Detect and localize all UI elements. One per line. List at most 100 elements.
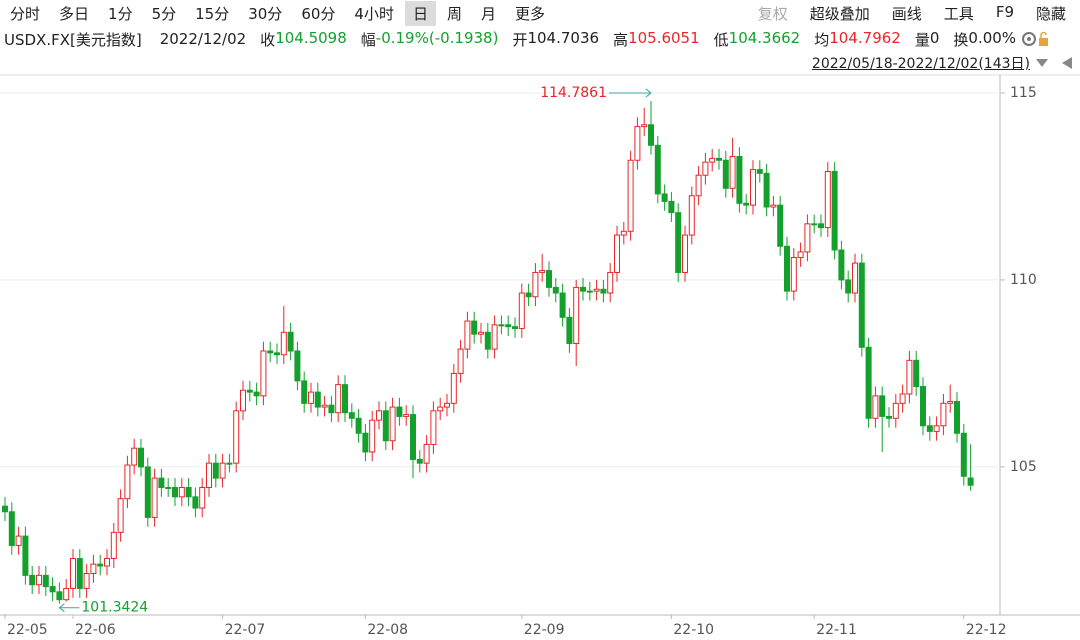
quote-label: 开 bbox=[512, 30, 528, 49]
candle-body bbox=[321, 404, 328, 408]
candle-body bbox=[518, 292, 525, 330]
period-tab[interactable]: 5分 bbox=[151, 5, 177, 23]
candle-body bbox=[641, 124, 648, 128]
candle-body bbox=[389, 406, 396, 442]
period-tab[interactable]: 1分 bbox=[108, 5, 133, 23]
candle-body bbox=[648, 124, 654, 146]
tool-button[interactable]: F9 bbox=[995, 3, 1014, 21]
candle-body bbox=[22, 535, 29, 576]
quote-value: -0.19%(-0.1938) bbox=[375, 28, 499, 47]
period-tab[interactable]: 30分 bbox=[248, 5, 283, 23]
candle-body bbox=[600, 288, 607, 294]
candle-body bbox=[661, 193, 668, 202]
candle-body bbox=[212, 462, 219, 479]
range-bar: 2022/05/18-2022/12/02(143日) bbox=[0, 51, 1080, 75]
candle-body bbox=[369, 419, 376, 453]
quote-label: 量 bbox=[914, 30, 930, 49]
candle-body bbox=[512, 326, 518, 330]
period-tab[interactable]: 4小时 bbox=[354, 5, 394, 23]
candle-body bbox=[947, 400, 954, 404]
x-tick-label: 22-12 bbox=[966, 622, 1007, 638]
candle-body bbox=[144, 466, 151, 518]
x-tick-label: 22-05 bbox=[7, 622, 48, 638]
date-range[interactable]: 2022/05/18-2022/12/02(143日) bbox=[811, 56, 1030, 72]
candle-body bbox=[654, 144, 661, 195]
tool-button[interactable]: 隐藏 bbox=[1035, 5, 1066, 23]
period-tab[interactable]: 15分 bbox=[195, 5, 230, 23]
candle-body bbox=[430, 410, 437, 445]
candle-body bbox=[743, 202, 750, 206]
candle-body bbox=[287, 331, 294, 352]
candle-body bbox=[131, 447, 138, 466]
candle-body bbox=[858, 262, 865, 348]
quote-value: 0.00% bbox=[968, 28, 1017, 47]
x-tick-label: 22-09 bbox=[524, 622, 565, 638]
candle-body bbox=[36, 574, 42, 586]
tool-button[interactable]: 复权 bbox=[757, 5, 788, 23]
candle-body bbox=[158, 477, 165, 488]
symbol: USDX.FX[美元指数] bbox=[4, 30, 142, 49]
period-tab[interactable]: 分时 bbox=[10, 5, 41, 23]
candle-body bbox=[49, 586, 56, 593]
candle-body bbox=[491, 324, 498, 350]
candle-body bbox=[410, 414, 416, 460]
candle-body bbox=[926, 425, 933, 432]
tool-button[interactable]: 工具 bbox=[943, 5, 974, 23]
candle-body bbox=[294, 350, 301, 382]
candle-body bbox=[457, 348, 464, 374]
candle-body bbox=[784, 245, 790, 292]
candle-body bbox=[709, 157, 716, 163]
min-label: 101.3424 bbox=[81, 600, 148, 616]
max-arrow bbox=[645, 88, 652, 98]
period-tab[interactable]: 月 bbox=[480, 5, 496, 23]
candle-body bbox=[382, 410, 389, 442]
candle-body bbox=[308, 391, 314, 404]
candle-body bbox=[362, 432, 369, 453]
candle-body bbox=[756, 169, 763, 174]
candle-body bbox=[396, 406, 403, 417]
x-tick-label: 22-11 bbox=[816, 622, 857, 638]
candle-body bbox=[960, 432, 967, 477]
period-tab[interactable]: 更多 bbox=[515, 5, 546, 23]
period-tab[interactable]: 周 bbox=[446, 5, 462, 23]
tool-buttons: 复权 超级叠加 画线 工具 F9 隐藏 bbox=[736, 3, 1066, 24]
settings-icons[interactable] bbox=[1020, 29, 1050, 49]
candle-body bbox=[240, 389, 246, 412]
quote-value: 104.5098 bbox=[275, 28, 347, 47]
range-arrows[interactable] bbox=[1030, 53, 1080, 73]
candle-body bbox=[920, 386, 926, 427]
candle-body bbox=[342, 384, 348, 414]
candle-body bbox=[695, 174, 702, 197]
candle-body bbox=[335, 384, 342, 414]
candle-body bbox=[811, 223, 818, 226]
quote-fields: 收 104.5098 幅 -0.19%(-0.1938) 开 104.7036 高 105.6… bbox=[246, 29, 1016, 50]
candle-body bbox=[104, 558, 110, 567]
candle-body bbox=[90, 563, 97, 574]
candle-body bbox=[206, 462, 212, 488]
candle-body bbox=[668, 200, 675, 214]
period-tab[interactable]: 60分 bbox=[301, 5, 336, 23]
period-tab[interactable]: 日 bbox=[404, 1, 436, 26]
candle-body bbox=[260, 350, 267, 397]
period-tab[interactable]: 多日 bbox=[59, 5, 90, 23]
candle-body bbox=[192, 496, 199, 509]
candle-body bbox=[498, 324, 505, 327]
candle-body bbox=[722, 159, 729, 189]
candle-body bbox=[620, 230, 627, 236]
candle-body bbox=[15, 535, 22, 546]
tool-button[interactable]: 画线 bbox=[891, 5, 922, 23]
candle-body bbox=[267, 350, 274, 354]
tool-button[interactable]: 超级叠加 bbox=[809, 5, 870, 23]
candle-body bbox=[913, 359, 920, 388]
candle-body bbox=[70, 558, 76, 589]
candle-body bbox=[580, 286, 586, 292]
quote-label: 低 bbox=[713, 30, 729, 49]
candle-body bbox=[573, 286, 580, 345]
candle-body bbox=[63, 587, 70, 601]
candle-body bbox=[845, 279, 852, 294]
max-label: 114.7861 bbox=[540, 85, 607, 101]
quote-bar: USDX.FX[美元指数] 2022/12/02 收 104.5098 幅 -0.19… bbox=[0, 27, 1080, 51]
candle-body bbox=[376, 410, 382, 421]
candle-body bbox=[566, 316, 573, 345]
